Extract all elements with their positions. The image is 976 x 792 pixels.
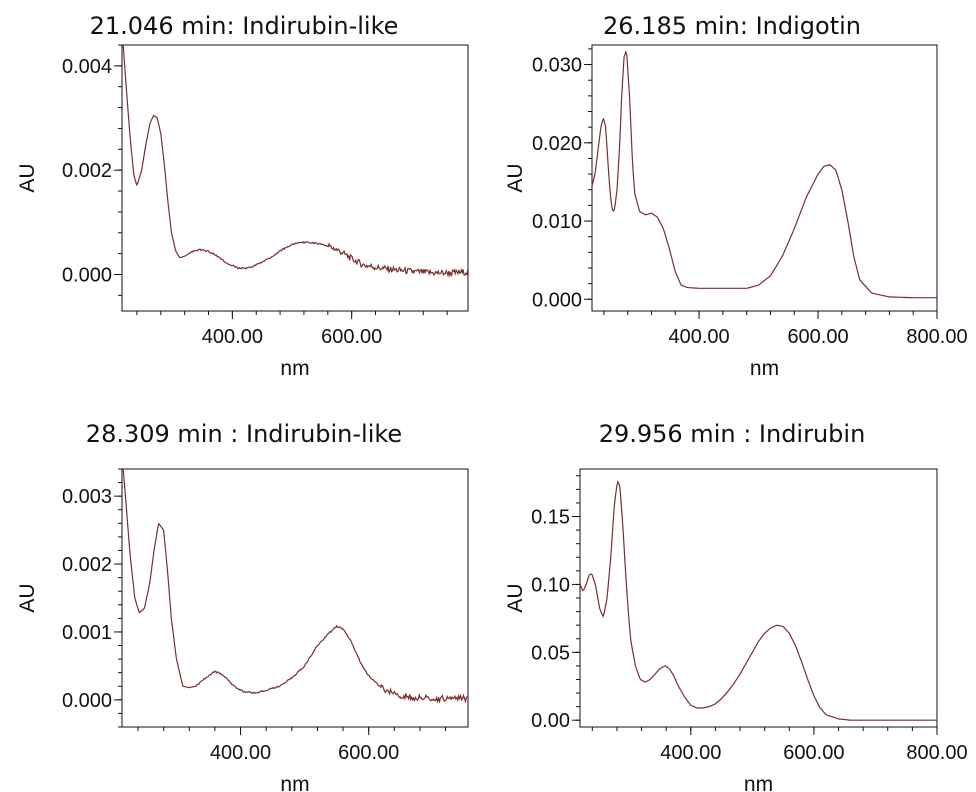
chart-title: 28.309 min : Indirubin-like xyxy=(85,420,403,448)
chart-panel-2: 26.185 min: Indigotin 0.000 0.010 0.020 0.0… xyxy=(488,0,976,396)
x-axis-label: nm xyxy=(744,773,773,792)
y-tick-label: 0.010 xyxy=(532,211,582,233)
chart-plot: 0.00 0.05 0.10 0.15 400.00 600.00 800.00 nm AU xyxy=(504,468,968,792)
chart-title: 29.956 min : Indirubin xyxy=(598,420,866,448)
chart-panel-1: 21.046 min: Indirubin-like 0.000 0.002 0.0… xyxy=(0,0,488,396)
y-tick-label: 0.000 xyxy=(532,289,582,311)
chart-plot: 0.000 0.010 0.020 0.030 400.00 600.00 800.00 nm… xyxy=(504,44,968,380)
x-tick-label: 400.00 xyxy=(660,742,721,764)
x-tick-label: 400.00 xyxy=(668,326,729,348)
y-tick-label: 0.05 xyxy=(531,642,570,664)
plot-frame xyxy=(579,468,938,728)
chart-panel-4: 29.956 min : Indirubin 0.00 0.05 0.10 0.15 4… xyxy=(488,396,976,792)
x-axis-label: nm xyxy=(750,357,779,380)
x-tick-label: 600.00 xyxy=(321,326,382,348)
x-tick-label: 600.00 xyxy=(783,742,844,764)
y-tick-label: 0.15 xyxy=(531,507,570,529)
x-tick-label: 800.00 xyxy=(906,326,967,348)
x-tick-label: 400.00 xyxy=(202,326,263,348)
y-tick-label: 0.000 xyxy=(62,264,112,286)
series-line xyxy=(122,44,469,278)
chart-title: 21.046 min: Indirubin-like xyxy=(89,12,399,40)
y-tick-label: 0.020 xyxy=(532,133,582,155)
y-axis-label: AU xyxy=(16,163,39,192)
y-tick-label: 0.00 xyxy=(531,710,570,732)
y-tick-label: 0.10 xyxy=(531,574,570,596)
x-tick-label: 400.00 xyxy=(210,742,271,764)
y-tick-label: 0.003 xyxy=(62,486,112,508)
x-axis-label: nm xyxy=(280,773,309,792)
y-tick-label: 0.002 xyxy=(62,554,112,576)
y-tick-label: 0.000 xyxy=(62,690,112,712)
x-tick-label: 600.00 xyxy=(787,326,848,348)
x-tick-label: 600.00 xyxy=(338,742,399,764)
y-tick-label: 0.030 xyxy=(532,55,582,77)
y-axis-label: AU xyxy=(16,583,39,612)
series-line xyxy=(122,468,468,704)
series-line xyxy=(591,50,937,299)
chart-panel-3: 28.309 min : Indirubin-like 0.000 0.001 0.… xyxy=(0,396,488,792)
x-tick-label: 800.00 xyxy=(906,742,967,764)
chart-plot: 0.000 0.001 0.002 0.003 400.00 600.00 nm AU xyxy=(16,468,469,792)
y-axis-label: AU xyxy=(504,583,527,612)
plot-frame xyxy=(121,468,469,728)
y-axis-label: AU xyxy=(504,163,527,192)
chart-title: 26.185 min: Indigotin xyxy=(603,12,861,40)
y-tick-label: 0.002 xyxy=(62,160,112,182)
y-tick-label: 0.004 xyxy=(62,56,112,78)
series-line xyxy=(579,480,937,721)
x-axis-label: nm xyxy=(280,357,309,380)
y-tick-label: 0.001 xyxy=(62,622,112,644)
plot-frame xyxy=(121,44,469,312)
chart-plot: 0.000 0.002 0.004 400.00 600.00 nm AU xyxy=(16,44,469,380)
plot-frame xyxy=(591,44,938,312)
